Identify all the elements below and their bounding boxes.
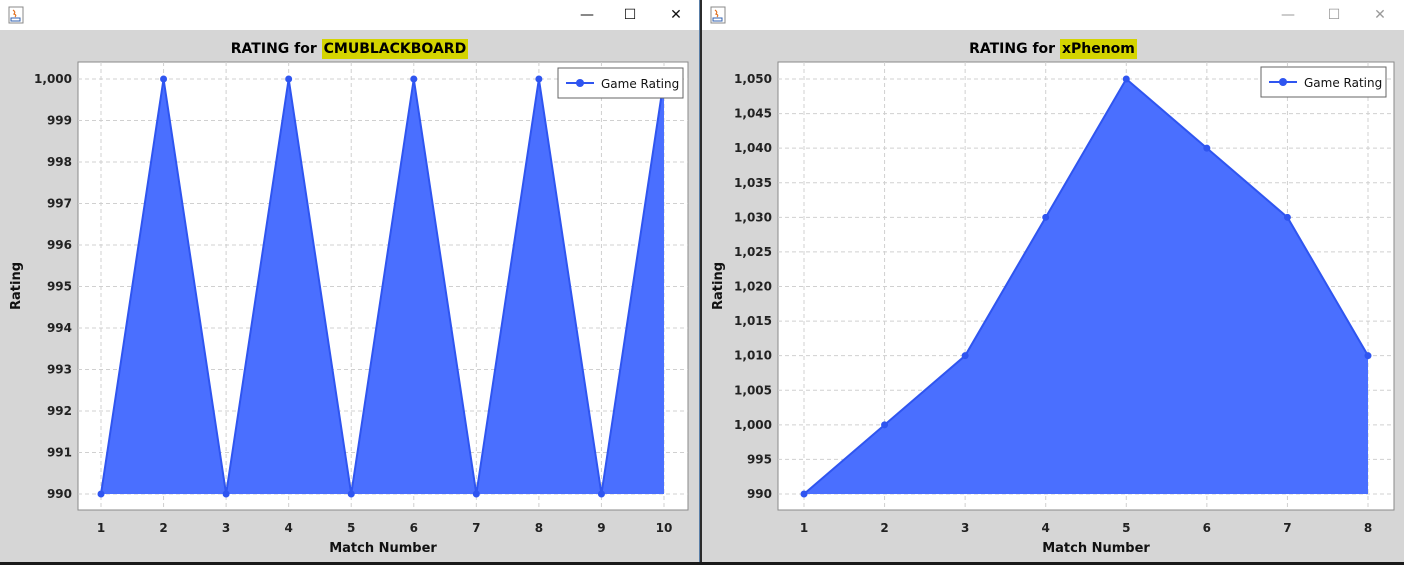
series-line bbox=[803, 77, 1369, 495]
x-tick-label: 3 bbox=[222, 521, 230, 535]
java-app-icon bbox=[710, 6, 726, 24]
x-tick-label: 2 bbox=[159, 521, 167, 535]
data-point bbox=[881, 421, 889, 429]
y-tick-label: 1,035 bbox=[734, 176, 772, 190]
data-point bbox=[1283, 213, 1291, 221]
legend-label: Game Rating bbox=[1304, 76, 1382, 90]
y-tick-label: 1,015 bbox=[734, 314, 772, 328]
x-tick-label: 4 bbox=[284, 521, 292, 535]
data-point bbox=[1122, 75, 1130, 83]
y-tick-label: 991 bbox=[47, 446, 72, 460]
y-tick-label: 1,005 bbox=[734, 383, 772, 397]
chart-window-right: — ☐ ✕ RATING for xPhenom 990 995 1,000 1,00… bbox=[702, 0, 1404, 565]
rating-chart: 990 995 1,000 1,005 1,010 1,015 1,020 1,025 1,03… bbox=[711, 61, 1395, 556]
y-tick-label: 990 bbox=[747, 487, 772, 501]
data-point bbox=[160, 75, 168, 83]
data-point bbox=[222, 490, 230, 498]
legend: Game Rating bbox=[1260, 66, 1387, 98]
y-tick-label: 992 bbox=[47, 404, 72, 418]
x-tick-label: 3 bbox=[961, 521, 969, 535]
chart-window-left: — ☐ ✕ RATING for CMUBLACKBOARD 990 991 992… bbox=[0, 0, 700, 565]
chart-title-prefix: RATING for bbox=[969, 41, 1060, 57]
window-titlebar: — ☐ ✕ bbox=[702, 0, 1404, 30]
chart-title-name: xPhenom bbox=[1059, 39, 1137, 59]
legend-marker-icon bbox=[576, 79, 584, 87]
y-axis-label: Rating bbox=[9, 262, 24, 310]
maximize-button[interactable]: ☐ bbox=[1327, 7, 1341, 23]
java-app-icon bbox=[8, 6, 24, 24]
data-point bbox=[97, 490, 105, 498]
y-tick-label: 1,000 bbox=[34, 72, 72, 86]
y-tick-label: 997 bbox=[47, 197, 72, 211]
chart-title-name: CMUBLACKBOARD bbox=[321, 39, 469, 59]
data-point bbox=[347, 490, 355, 498]
x-tick-label: 5 bbox=[347, 521, 355, 535]
x-tick-label: 5 bbox=[1122, 521, 1130, 535]
y-tick-label: 1,045 bbox=[734, 107, 772, 121]
series-area bbox=[804, 79, 1368, 494]
legend-label: Game Rating bbox=[601, 77, 679, 91]
maximize-button[interactable]: ☐ bbox=[623, 7, 637, 23]
x-axis-label: Match Number bbox=[329, 541, 437, 556]
data-point bbox=[1203, 144, 1211, 152]
y-tick-label: 1,010 bbox=[734, 349, 772, 363]
chart-title: RATING for xPhenom bbox=[702, 39, 1404, 59]
data-point bbox=[472, 490, 480, 498]
data-point bbox=[597, 490, 605, 498]
x-tick-label: 8 bbox=[535, 521, 543, 535]
chart-title-prefix: RATING for bbox=[230, 41, 322, 57]
chart-title: RATING for CMUBLACKBOARD bbox=[0, 39, 699, 59]
y-tick-label: 1,020 bbox=[734, 280, 772, 294]
x-tick-label: 1 bbox=[97, 521, 105, 535]
data-point bbox=[1364, 352, 1372, 360]
x-axis-label: Match Number bbox=[1042, 541, 1150, 556]
x-tick-label: 7 bbox=[472, 521, 480, 535]
legend-marker-icon bbox=[1279, 78, 1287, 86]
y-tick-label: 1,050 bbox=[734, 72, 772, 86]
rating-chart: 990 991 992 993 994 995 996 997 998 999 1,000 1 2 3 4 5… bbox=[9, 61, 689, 556]
y-tick-label: 1,030 bbox=[734, 210, 772, 224]
data-point bbox=[410, 75, 418, 83]
close-button[interactable]: ✕ bbox=[1374, 7, 1386, 23]
data-point bbox=[535, 75, 543, 83]
x-tick-label: 9 bbox=[597, 521, 605, 535]
y-tick-label: 1,025 bbox=[734, 245, 772, 259]
y-tick-label: 993 bbox=[47, 363, 72, 377]
x-tick-label: 1 bbox=[800, 521, 808, 535]
y-tick-label: 1,000 bbox=[734, 418, 772, 432]
y-tick-label: 1,040 bbox=[734, 141, 772, 155]
x-tick-label: 4 bbox=[1042, 521, 1050, 535]
x-tick-label: 7 bbox=[1283, 521, 1291, 535]
data-point bbox=[800, 490, 808, 498]
y-tick-label: 995 bbox=[747, 452, 772, 466]
x-tick-label: 8 bbox=[1364, 521, 1372, 535]
x-tick-label: 6 bbox=[1203, 521, 1211, 535]
y-axis-label: Rating bbox=[711, 262, 726, 310]
y-tick-label: 996 bbox=[47, 238, 72, 252]
series-line bbox=[100, 78, 665, 495]
y-tick-label: 995 bbox=[47, 280, 72, 294]
minimize-button[interactable]: — bbox=[580, 7, 594, 23]
legend: Game Rating bbox=[557, 67, 684, 99]
x-tick-label: 10 bbox=[656, 521, 673, 535]
window-titlebar: — ☐ ✕ bbox=[0, 0, 699, 30]
data-point bbox=[961, 352, 969, 360]
y-tick-label: 998 bbox=[47, 155, 72, 169]
taskbar-edge bbox=[0, 562, 1404, 565]
close-button[interactable]: ✕ bbox=[670, 7, 682, 23]
data-point bbox=[285, 75, 293, 83]
y-tick-label: 994 bbox=[47, 321, 72, 335]
y-tick-label: 990 bbox=[47, 487, 72, 501]
x-tick-label: 6 bbox=[410, 521, 418, 535]
y-tick-label: 999 bbox=[47, 114, 72, 128]
minimize-button[interactable]: — bbox=[1281, 7, 1295, 23]
x-tick-label: 2 bbox=[880, 521, 888, 535]
data-point bbox=[1042, 213, 1050, 221]
